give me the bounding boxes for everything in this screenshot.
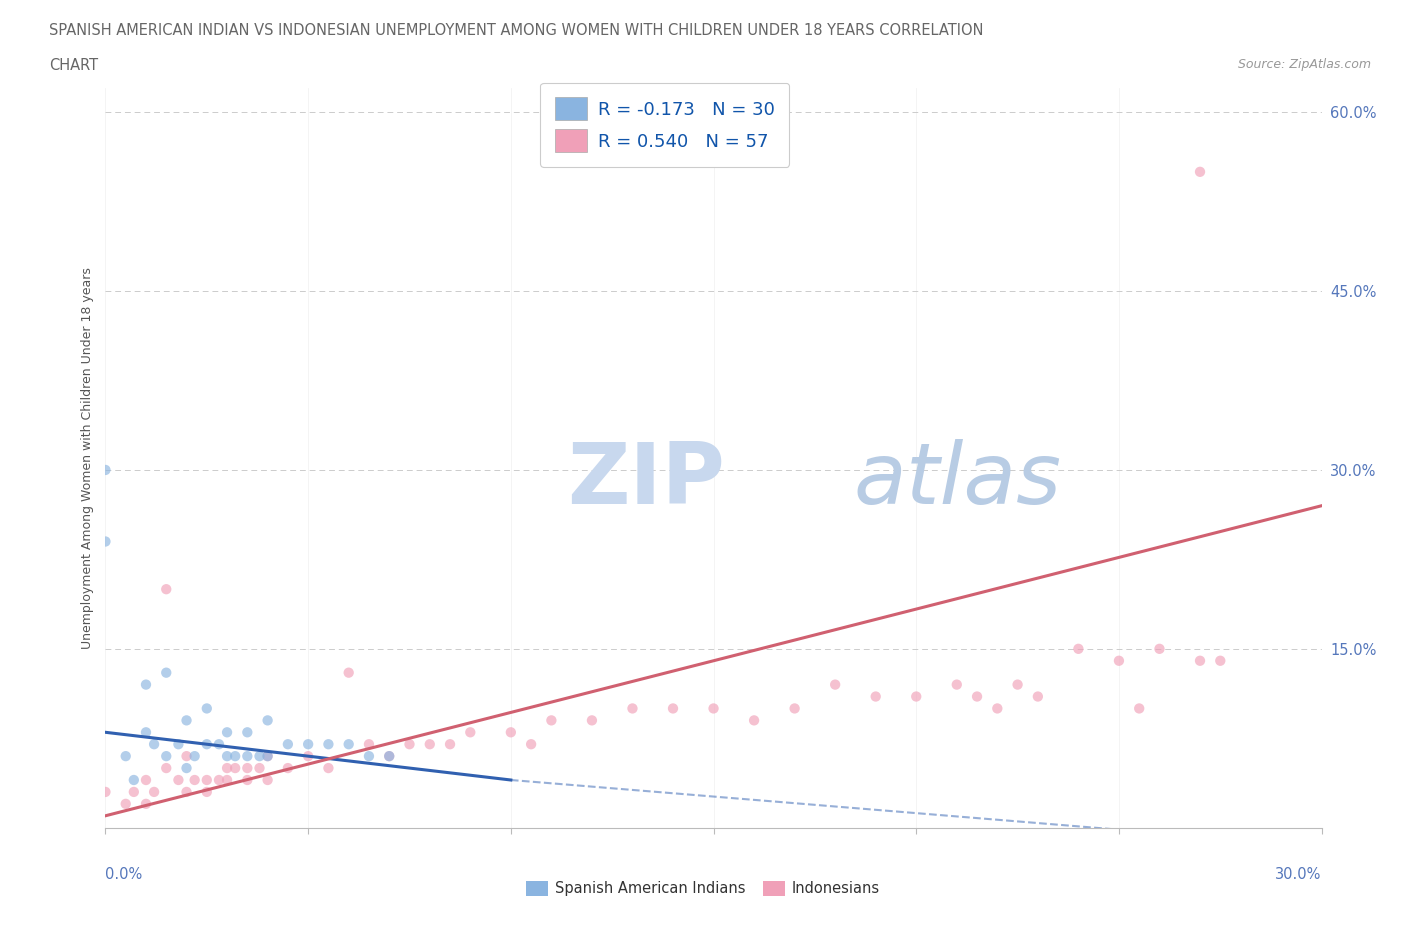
Point bbox=[135, 724, 157, 739]
Point bbox=[155, 582, 177, 597]
Point bbox=[176, 785, 198, 800]
Point bbox=[378, 749, 401, 764]
Point bbox=[122, 785, 145, 800]
Point bbox=[167, 773, 190, 788]
Point bbox=[135, 796, 157, 811]
Point bbox=[986, 701, 1008, 716]
Point bbox=[114, 796, 136, 811]
Point bbox=[277, 737, 299, 751]
Point bbox=[357, 737, 380, 751]
Point bbox=[217, 749, 239, 764]
Point bbox=[540, 713, 562, 728]
Point bbox=[378, 749, 401, 764]
Point bbox=[167, 737, 190, 751]
Point bbox=[176, 713, 198, 728]
Point bbox=[236, 724, 259, 739]
Point bbox=[224, 761, 246, 776]
Point bbox=[236, 761, 259, 776]
Point bbox=[419, 737, 441, 751]
Point bbox=[277, 761, 299, 776]
Point bbox=[135, 773, 157, 788]
Point bbox=[824, 677, 846, 692]
Point bbox=[1108, 653, 1130, 668]
Point bbox=[256, 749, 278, 764]
Point bbox=[297, 749, 319, 764]
Point bbox=[318, 761, 340, 776]
Point bbox=[1026, 689, 1049, 704]
Point bbox=[1189, 165, 1212, 179]
Point bbox=[581, 713, 603, 728]
Point bbox=[662, 701, 685, 716]
Point bbox=[398, 737, 420, 751]
Point bbox=[143, 737, 166, 751]
Point bbox=[183, 749, 205, 764]
Point bbox=[297, 737, 319, 751]
Point bbox=[122, 773, 145, 788]
Point bbox=[945, 677, 967, 692]
Point bbox=[94, 462, 117, 477]
Point bbox=[1149, 642, 1171, 657]
Point bbox=[217, 724, 239, 739]
Point bbox=[217, 761, 239, 776]
Point bbox=[1209, 653, 1232, 668]
Point bbox=[1067, 642, 1090, 657]
Point bbox=[1128, 701, 1150, 716]
Y-axis label: Unemployment Among Women with Children Under 18 years: Unemployment Among Women with Children U… bbox=[82, 267, 94, 649]
Point bbox=[256, 749, 278, 764]
Text: atlas: atlas bbox=[853, 439, 1062, 522]
Text: ZIP: ZIP bbox=[568, 439, 725, 522]
Point bbox=[783, 701, 806, 716]
Point bbox=[94, 785, 117, 800]
Point bbox=[256, 773, 278, 788]
Text: SPANISH AMERICAN INDIAN VS INDONESIAN UNEMPLOYMENT AMONG WOMEN WITH CHILDREN UND: SPANISH AMERICAN INDIAN VS INDONESIAN UN… bbox=[49, 23, 984, 38]
Point bbox=[155, 761, 177, 776]
Point bbox=[195, 737, 218, 751]
Point bbox=[94, 534, 117, 549]
Point bbox=[905, 689, 928, 704]
Point bbox=[236, 749, 259, 764]
Point bbox=[249, 761, 271, 776]
Point bbox=[155, 749, 177, 764]
Point bbox=[1007, 677, 1029, 692]
Point bbox=[621, 701, 644, 716]
Legend: Spanish American Indians, Indonesians: Spanish American Indians, Indonesians bbox=[520, 875, 886, 902]
Point bbox=[176, 761, 198, 776]
Point bbox=[236, 773, 259, 788]
Point bbox=[114, 749, 136, 764]
Point bbox=[1189, 653, 1212, 668]
Text: 0.0%: 0.0% bbox=[105, 867, 142, 882]
Point bbox=[458, 724, 481, 739]
Point bbox=[318, 737, 340, 751]
Text: CHART: CHART bbox=[49, 58, 98, 73]
Point bbox=[195, 773, 218, 788]
Point bbox=[195, 785, 218, 800]
Point bbox=[337, 665, 360, 680]
Point bbox=[966, 689, 988, 704]
Point bbox=[176, 749, 198, 764]
Text: 30.0%: 30.0% bbox=[1275, 867, 1322, 882]
Point bbox=[702, 701, 725, 716]
Point bbox=[249, 749, 271, 764]
Point bbox=[337, 737, 360, 751]
Point bbox=[742, 713, 765, 728]
Point bbox=[357, 749, 380, 764]
Point bbox=[155, 665, 177, 680]
Point bbox=[195, 701, 218, 716]
Point bbox=[224, 749, 246, 764]
Legend: R = -0.173   N = 30, R = 0.540   N = 57: R = -0.173 N = 30, R = 0.540 N = 57 bbox=[540, 83, 789, 166]
Point bbox=[208, 737, 231, 751]
Point bbox=[865, 689, 887, 704]
Text: Source: ZipAtlas.com: Source: ZipAtlas.com bbox=[1237, 58, 1371, 71]
Point bbox=[256, 713, 278, 728]
Point bbox=[499, 724, 522, 739]
Point bbox=[183, 773, 205, 788]
Point bbox=[439, 737, 461, 751]
Point bbox=[208, 773, 231, 788]
Point bbox=[135, 677, 157, 692]
Point bbox=[217, 773, 239, 788]
Point bbox=[143, 785, 166, 800]
Point bbox=[520, 737, 543, 751]
